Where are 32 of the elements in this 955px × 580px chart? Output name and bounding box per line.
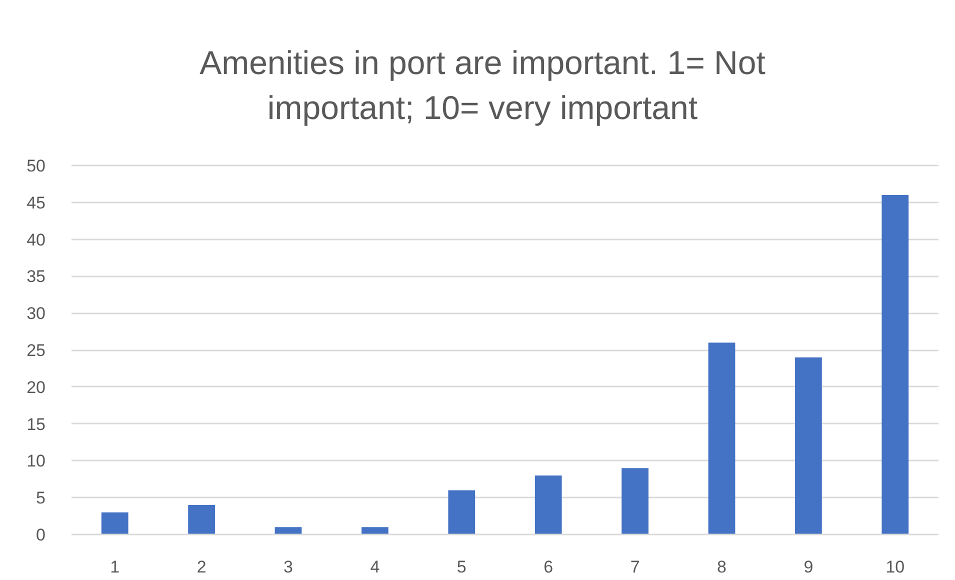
y-tick-label: 45 <box>26 193 46 212</box>
x-tick-label: 2 <box>196 558 206 576</box>
bar <box>274 527 302 534</box>
bar <box>101 512 128 534</box>
y-tick-label: 50 <box>26 156 46 176</box>
chart-title: Amenities in port are important. 1= Not important; 10= very important <box>200 43 766 128</box>
x-tick-label: 5 <box>456 558 466 576</box>
bar <box>534 475 562 534</box>
x-tick-label: 3 <box>284 558 293 576</box>
y-tick-label: 10 <box>26 452 46 471</box>
bar <box>188 504 215 534</box>
x-tick-label: 4 <box>370 558 380 576</box>
y-tick-label: 35 <box>26 267 46 286</box>
bar <box>708 342 736 534</box>
x-tick-label: 8 <box>717 558 726 576</box>
y-tick-label: 0 <box>36 526 46 544</box>
bar <box>362 527 388 534</box>
x-tick-label: 10 <box>886 558 905 576</box>
x-tick-label: 1 <box>110 558 120 576</box>
y-tick-label: 15 <box>26 414 46 434</box>
bar <box>882 195 909 534</box>
y-tick-label: 20 <box>26 378 46 397</box>
y-tick-label: 40 <box>26 230 46 250</box>
bar <box>622 468 648 534</box>
x-tick-label: 7 <box>630 558 640 576</box>
x-tick-label: 9 <box>804 558 814 576</box>
y-tick-label: 25 <box>26 341 46 360</box>
x-tick-label: 6 <box>544 558 554 576</box>
y-tick-label: 30 <box>26 304 46 324</box>
bar <box>795 357 822 534</box>
bar <box>448 490 476 534</box>
y-tick-label: 5 <box>36 488 46 508</box>
